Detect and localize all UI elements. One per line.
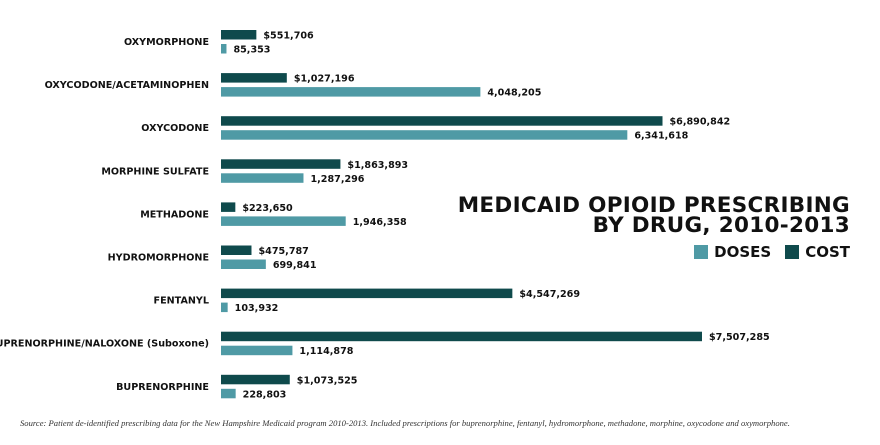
bar-doses-oxycodone [221, 130, 628, 140]
bar-cost-morphine-sulfate [221, 159, 341, 169]
data-label-cost-oxycodone-acetaminophen: $1,027,196 [294, 74, 355, 85]
data-label-cost-hydromorphone: $475,787 [258, 246, 308, 257]
bar-doses-oxymorphone [221, 44, 227, 54]
data-label-cost-buprenorphine: $1,073,525 [297, 375, 358, 386]
data-label-doses-oxymorphone: 85,353 [233, 45, 270, 56]
legend-label-doses: DOSES [714, 243, 772, 261]
category-label-morphine-sulfate: MORPHINE SULFATE [101, 166, 209, 177]
category-label-methadone: METHADONE [140, 209, 209, 220]
bar-cost-hydromorphone [221, 245, 252, 255]
data-label-doses-methadone: 1,946,358 [353, 217, 407, 228]
legend-item-cost: COST [785, 243, 850, 261]
bar-doses-methadone [221, 216, 346, 226]
category-label-oxycodone: OXYCODONE [141, 123, 209, 134]
data-label-cost-morphine-sulfate: $1,863,893 [347, 160, 408, 171]
legend-label-cost: COST [805, 243, 850, 261]
category-label-buprenorphine: BUPRENORPHINE [116, 382, 209, 393]
data-label-doses-fentanyl: 103,932 [235, 303, 279, 314]
data-label-doses-morphine-sulfate: 1,287,296 [310, 174, 364, 185]
category-label-fentanyl: FENTANYL [154, 296, 209, 307]
chart-title-line-2: BY DRUG, 2010-2013 [592, 213, 850, 238]
data-label-cost-oxymorphone: $551,706 [263, 31, 314, 42]
chart-title-line-1: MEDICAID OPIOID PRESCRIBING [457, 193, 850, 218]
bar-cost-buprenorphine-naloxone-suboxone [221, 331, 702, 342]
bar-doses-buprenorphine-naloxone-suboxone [221, 345, 293, 356]
bar-cost-buprenorphine [221, 374, 290, 385]
data-label-cost-oxycodone: $6,890,842 [670, 117, 731, 128]
legend-item-doses: DOSES [694, 243, 771, 261]
bar-cost-oxymorphone [221, 30, 257, 40]
legend: DOSES COST [686, 243, 850, 261]
category-label-buprenorphine-naloxone-suboxone: BUPRENORPHINE/NALOXONE (Suboxone) [0, 339, 209, 350]
data-label-doses-oxycodone-acetaminophen: 4,048,205 [487, 88, 541, 99]
bar-doses-hydromorphone [221, 259, 266, 269]
source-note: Source: Patient de-identified prescribin… [20, 418, 790, 428]
data-label-doses-buprenorphine-naloxone-suboxone: 1,114,878 [299, 346, 353, 357]
bar-doses-morphine-sulfate [221, 173, 304, 183]
chart-title: MEDICAID OPIOID PRESCRIBING BY DRUG, 201… [457, 193, 850, 238]
legend-swatch-doses [694, 245, 709, 259]
data-label-cost-buprenorphine-naloxone-suboxone: $7,507,285 [709, 332, 770, 343]
data-label-doses-hydromorphone: 699,841 [273, 260, 317, 271]
bar-cost-methadone [221, 202, 236, 212]
bar-cost-oxycodone-acetaminophen [221, 73, 287, 83]
bar-cost-fentanyl [221, 288, 513, 299]
data-label-cost-methadone: $223,650 [242, 203, 293, 214]
bar-doses-oxycodone-acetaminophen [221, 87, 481, 97]
bar-doses-fentanyl [221, 302, 228, 313]
category-label-oxymorphone: OXYMORPHONE [124, 37, 209, 48]
data-label-doses-buprenorphine: 228,803 [243, 389, 287, 400]
bars-layer: OXYMORPHONE $551,706 85,353 OXYCODONE/ACETA… [0, 30, 770, 400]
bar-cost-oxycodone [221, 116, 663, 126]
bar-doses-buprenorphine [221, 388, 236, 399]
legend-swatch-cost [785, 245, 800, 259]
data-label-doses-oxycodone: 6,341,618 [634, 131, 688, 142]
category-label-oxycodone-acetaminophen: OXYCODONE/ACETAMINOPHEN [45, 80, 209, 91]
data-label-cost-fentanyl: $4,547,269 [519, 289, 580, 300]
category-label-hydromorphone: HYDROMORPHONE [108, 253, 209, 264]
